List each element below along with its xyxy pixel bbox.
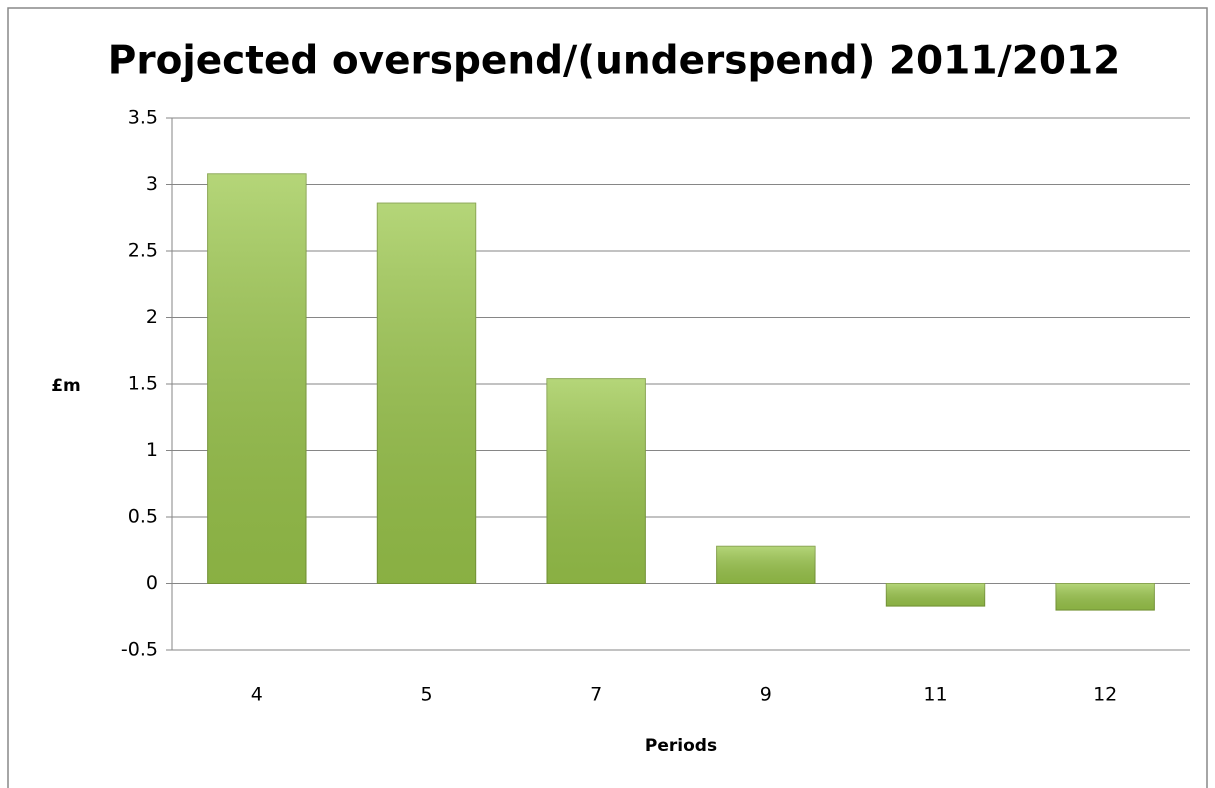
y-tick-label: 1: [146, 439, 158, 461]
bar-shade: [1055, 583, 1155, 611]
bar-shade: [716, 546, 816, 584]
y-tick-label: 2.5: [128, 240, 158, 262]
y-tick-label: 2: [146, 306, 158, 328]
x-tick-label: 5: [420, 684, 432, 706]
chart-title: Projected overspend/(underspend) 2011/20…: [108, 39, 1121, 84]
bar-shade: [546, 378, 646, 584]
bar-shade: [377, 203, 476, 584]
bar-shade: [886, 583, 985, 607]
y-tick-label: 3: [146, 173, 158, 195]
bar-shade: [207, 173, 307, 584]
x-tick-label: 7: [590, 684, 602, 706]
y-tick-label: -0.5: [121, 639, 158, 661]
x-tick-label: 4: [251, 684, 263, 706]
y-tick-label: 3.5: [128, 107, 158, 129]
y-tick-label: 0: [146, 572, 158, 594]
x-tick-label: 12: [1093, 684, 1117, 706]
x-axis-title: Periods: [645, 736, 717, 756]
x-tick-label: 11: [923, 684, 947, 706]
y-tick-label: 1.5: [128, 373, 158, 395]
x-tick-label: 9: [760, 684, 772, 706]
y-axis-title: £m: [51, 376, 81, 396]
y-tick-label: 0.5: [128, 506, 158, 528]
